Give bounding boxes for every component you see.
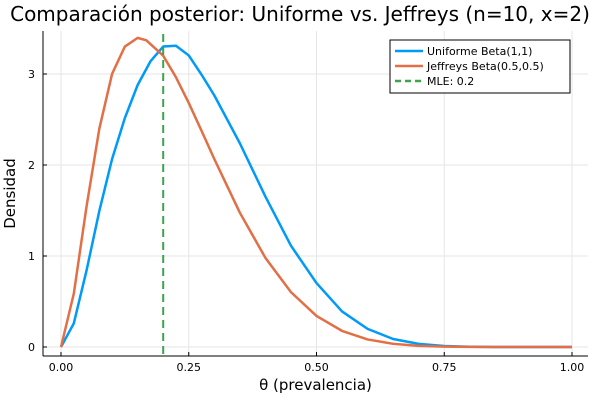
x-axis-label: θ (prevalencia): [259, 376, 372, 394]
chart-title: Comparación posterior: Uniforme vs. Jeff…: [10, 2, 590, 26]
axes: [42, 31, 588, 357]
series-line-1: [59, 36, 572, 349]
x-tick-label-3: 0.75: [432, 361, 457, 374]
series-layer: [59, 34, 572, 354]
y-tick-label-0: 0: [28, 341, 35, 354]
x-tick-label-2: 0.50: [304, 361, 329, 374]
x-tick-label-0: 0.00: [49, 361, 74, 374]
y-axis-label: Densidad: [1, 158, 19, 229]
legend-label-1: Jeffreys Beta(0.5,0.5): [426, 60, 544, 73]
x-tick-label-1: 0.25: [177, 361, 202, 374]
y-tick-label-2: 2: [28, 159, 35, 172]
x-tick-label-4: 1.00: [560, 361, 585, 374]
y-tick-label-3: 3: [28, 68, 35, 81]
y-tick-label-1: 1: [28, 250, 35, 263]
ticks: 0.00 0.25 0.50 0.75 1.00 0 1 2 3: [28, 68, 584, 374]
legend: Uniforme Beta(1,1) Jeffreys Beta(0.5,0.5)…: [389, 39, 571, 94]
legend-label-2: MLE: 0.2: [427, 75, 474, 88]
legend-label-0: Uniforme Beta(1,1): [427, 45, 532, 58]
